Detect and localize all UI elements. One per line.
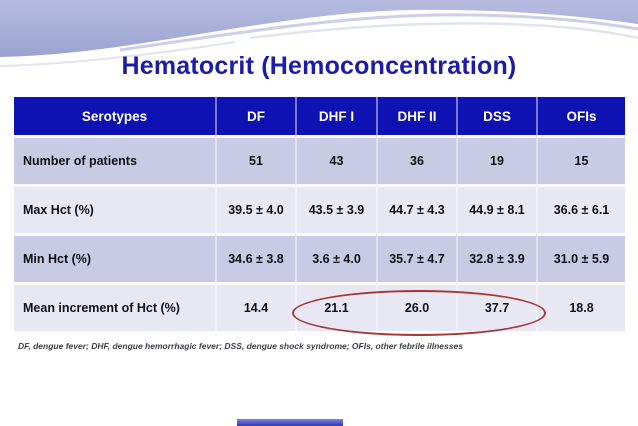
table-cell: 44.9 ± 8.1 xyxy=(456,184,536,233)
col-header-df: DF xyxy=(215,97,295,135)
table-row-number-of-patients: Number of patients 51 43 36 19 15 xyxy=(14,135,625,184)
col-header-dhf1: DHF I xyxy=(295,97,376,135)
table-cell: 36.6 ± 6.1 xyxy=(536,184,625,233)
col-header-dss: DSS xyxy=(456,97,536,135)
table-cell: 44.7 ± 4.3 xyxy=(376,184,456,233)
table-cell: 3.6 ± 4.0 xyxy=(295,233,376,282)
hematocrit-table: Serotypes DF DHF I DHF II DSS OFIs Numbe… xyxy=(14,97,625,331)
table-cell: 35.7 ± 4.7 xyxy=(376,233,456,282)
row-label: Number of patients xyxy=(14,135,215,184)
table-row-mean-increment: Mean increment of Hct (%) 14.4 21.1 26.0… xyxy=(14,282,625,331)
wave-echo-line-1 xyxy=(119,13,638,52)
table-cell: 31.0 ± 5.9 xyxy=(536,233,625,282)
table-cell: 34.6 ± 3.8 xyxy=(215,233,295,282)
table-cell: 21.1 xyxy=(295,282,376,331)
table-cell: 32.8 ± 3.9 xyxy=(456,233,536,282)
table-header-row: Serotypes DF DHF I DHF II DSS OFIs xyxy=(14,97,625,135)
wave-band xyxy=(0,0,638,57)
top-wave-decoration xyxy=(0,0,638,67)
table-cell: 18.8 xyxy=(536,282,625,331)
col-header-dhf2: DHF II xyxy=(376,97,456,135)
slide-title: Hematocrit (Hemoconcentration) xyxy=(121,52,517,80)
table-cell: 36 xyxy=(376,135,456,184)
bottom-decoration-bar xyxy=(237,419,343,426)
row-label: Max Hct (%) xyxy=(14,184,215,233)
table-cell: 26.0 xyxy=(376,282,456,331)
table-row-min-hct: Min Hct (%) 34.6 ± 3.8 3.6 ± 4.0 35.7 ± … xyxy=(14,233,625,282)
table-cell: 19 xyxy=(456,135,536,184)
table-row-max-hct: Max Hct (%) 39.5 ± 4.0 43.5 ± 3.9 44.7 ±… xyxy=(14,184,625,233)
footnote: DF, dengue fever; DHF, dengue hemorrhagi… xyxy=(18,341,463,351)
table-cell: 37.7 xyxy=(456,282,536,331)
table-cell: 14.4 xyxy=(215,282,295,331)
wave-echo-line-2 xyxy=(249,22,638,40)
table-cell: 43 xyxy=(295,135,376,184)
wave-echo-line-3 xyxy=(0,41,236,67)
row-label: Min Hct (%) xyxy=(14,233,215,282)
col-header-ofis: OFIs xyxy=(536,97,625,135)
table-cell: 43.5 ± 3.9 xyxy=(295,184,376,233)
table-cell: 15 xyxy=(536,135,625,184)
table-cell: 39.5 ± 4.0 xyxy=(215,184,295,233)
col-header-serotypes: Serotypes xyxy=(14,97,215,135)
row-label: Mean increment of Hct (%) xyxy=(14,282,215,331)
table-cell: 51 xyxy=(215,135,295,184)
